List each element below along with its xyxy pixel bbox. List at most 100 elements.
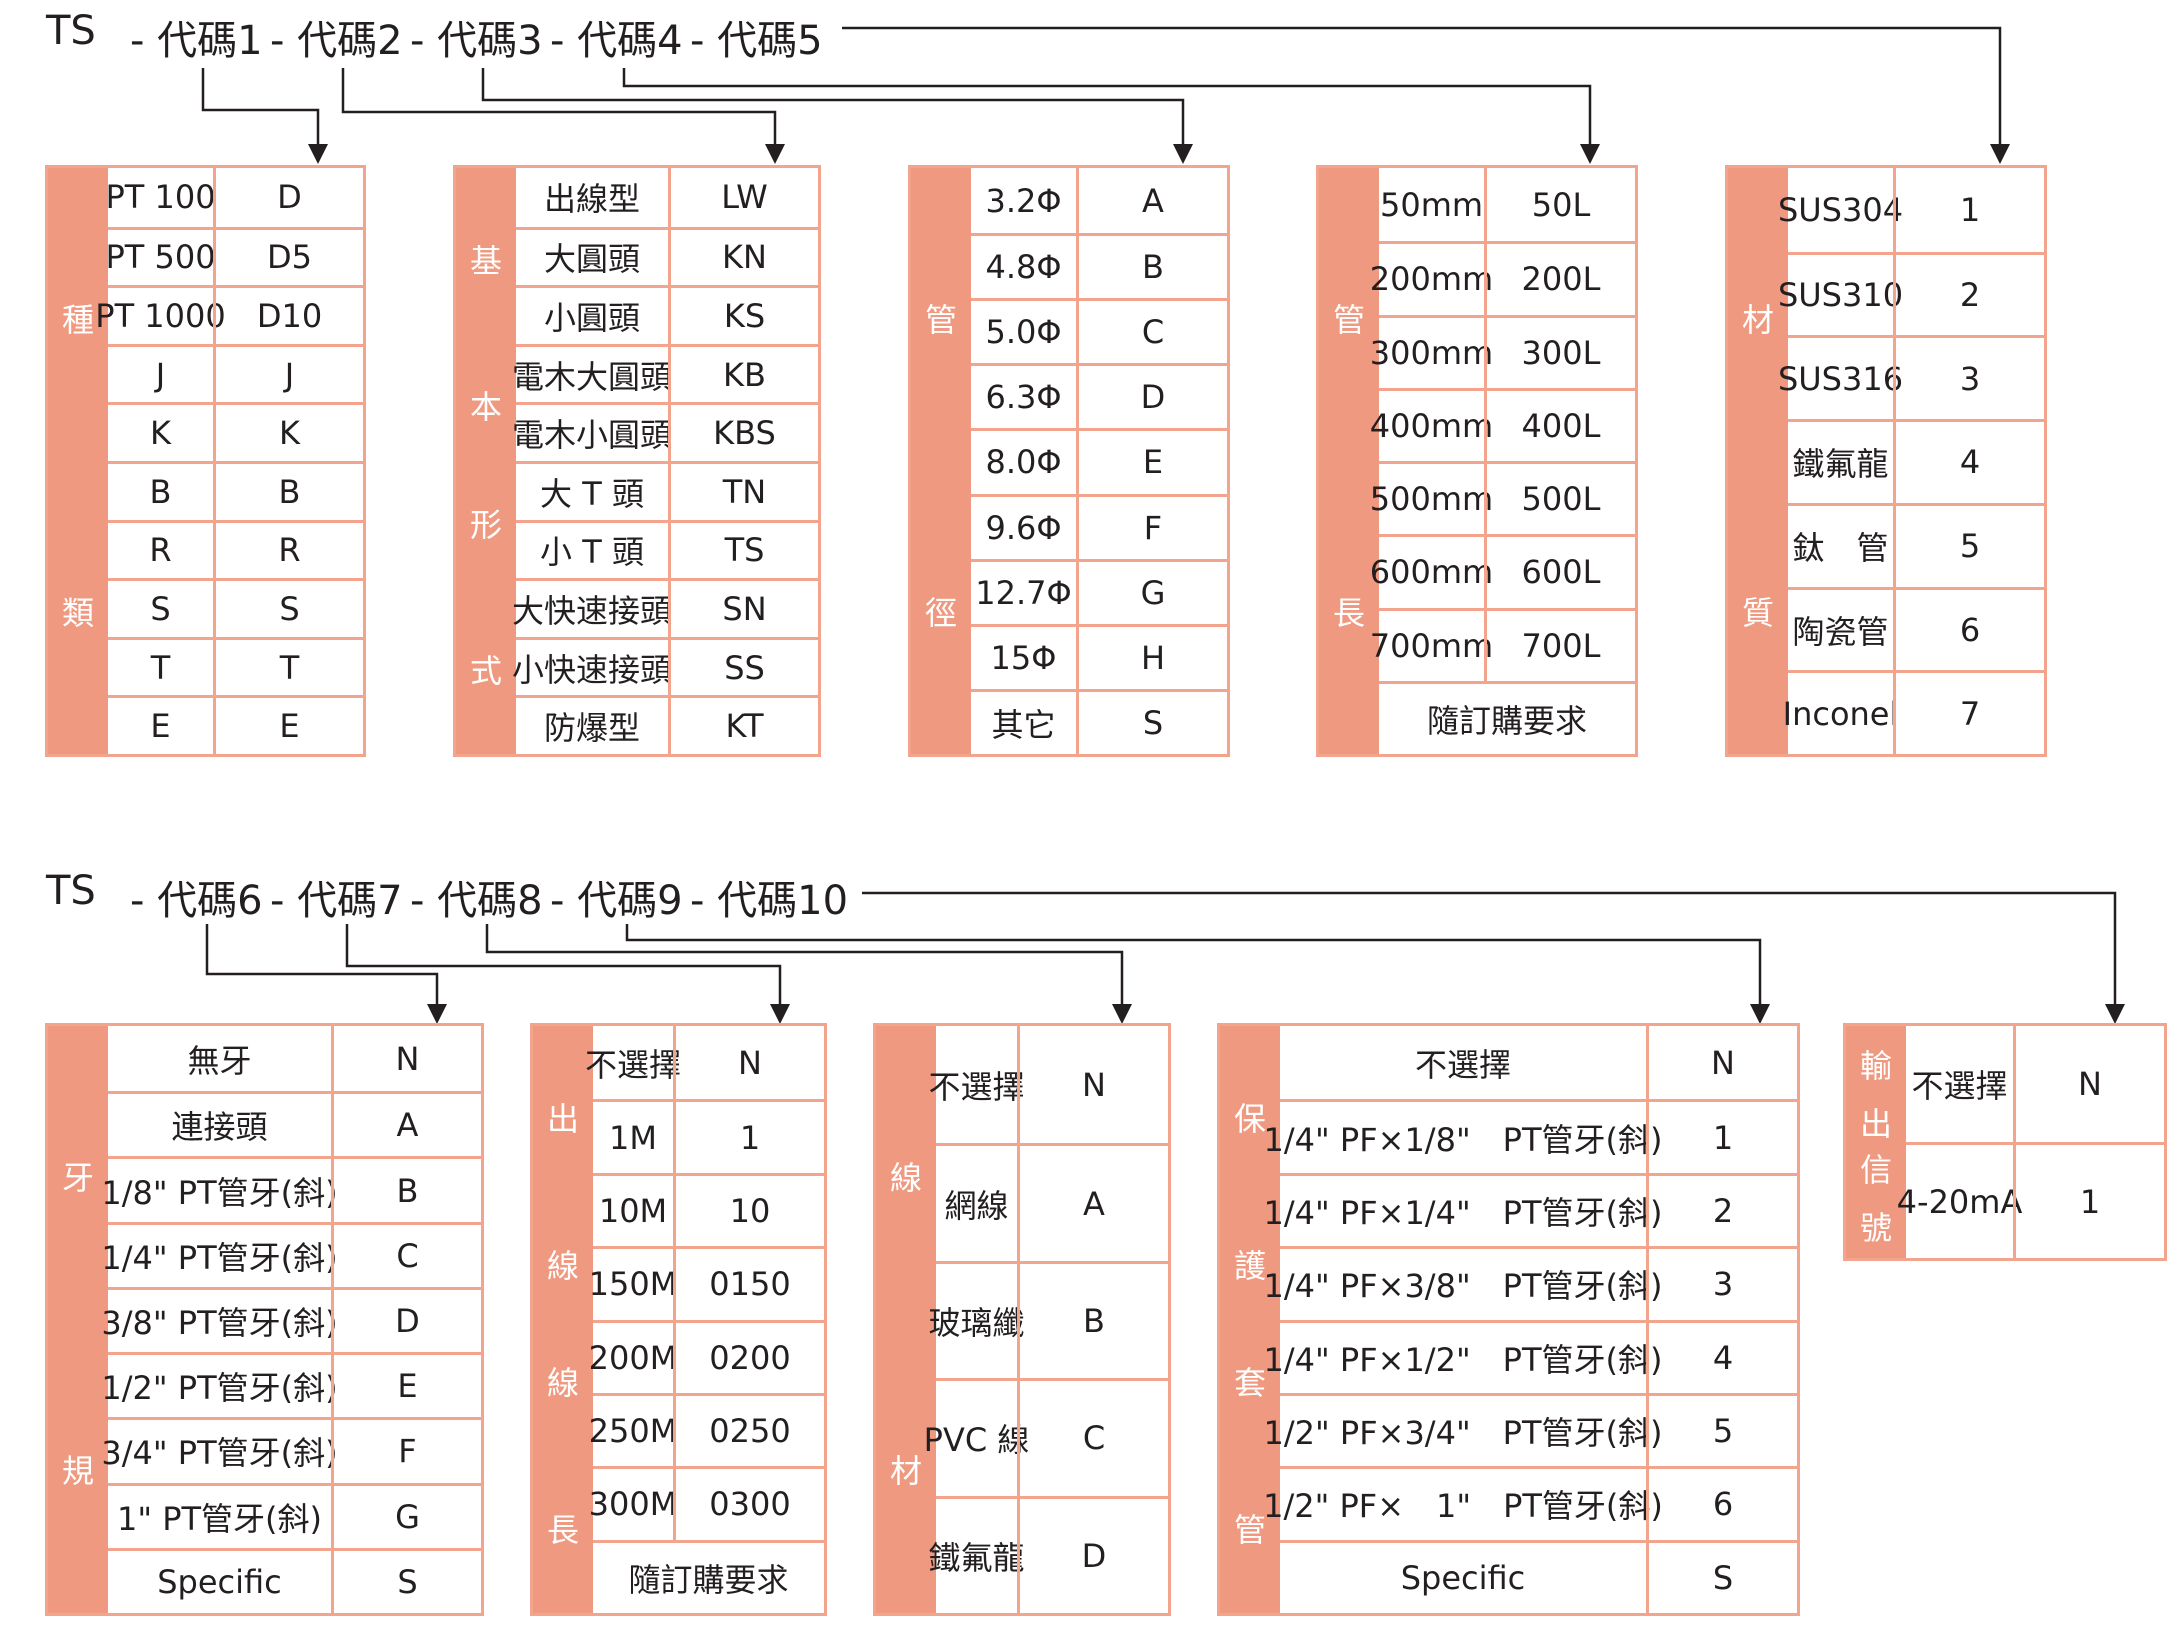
option-code: KT [668,698,818,754]
option-code: F [1076,496,1227,559]
table-row: PT 1000 D10 [95,285,363,344]
table-row: 1/4" PT管牙(斜) C [101,1221,481,1287]
table-row: 連接頭 A [108,1091,481,1157]
option-description: 1/2" PF×3/4" PT管牙(斜) [1263,1414,1663,1453]
option-code: KBS [668,405,818,461]
option-code: D [331,1289,481,1353]
table-row: 隨訂購要求 [593,1539,824,1613]
arrow-head [1112,1004,1132,1024]
arrow-head [765,144,785,164]
option-description: 連接頭 [171,1108,268,1147]
option-description: J [155,355,166,394]
table-row: 8.0Φ E [971,428,1227,494]
option-description: SUS304 [1777,190,1904,229]
option-code: N [331,1026,481,1092]
option-description: 5.0Φ [985,313,1062,352]
table-row: 200M 0200 [588,1319,824,1393]
option-description: PVC 線 [923,1421,1030,1460]
category-label-char: 管 [1233,1510,1266,1549]
category-label-char: 線 [546,1246,579,1285]
table-row: 50mm 50L [1379,168,1635,242]
option-description: 200M [588,1338,678,1377]
table-row: 不選擇 N [1906,1026,2164,1142]
option-description: 600mm [1369,553,1494,592]
table-row: 無牙 N [108,1026,481,1092]
category-label: 材質 [1728,168,1788,754]
category-label: 牙規 [48,1026,108,1613]
option-code: 300L [1484,317,1635,388]
option-code: J [213,346,363,403]
option-description: 電木小圓頭 [512,416,673,455]
option-description: S [150,589,171,628]
option-code: 3 [1893,338,2044,420]
table-row: 鐵氟龍 D [929,1495,1168,1613]
category-label-char: 線 [546,1364,579,1403]
option-code: N [1017,1026,1168,1144]
option-description: 小快速接頭 [512,650,673,689]
option-description: R [149,531,172,570]
option-code: D [213,168,363,227]
option-code: C [1076,301,1227,364]
category-label-char: 種 [61,300,94,339]
table-row: 不選擇 N [929,1026,1168,1144]
category-label: 線材 [876,1026,936,1613]
table-row: 4.8Φ B [971,233,1227,299]
category-label-char: 形 [469,505,502,544]
option-description: 不選擇 [1911,1067,2008,1105]
option-code: A [1017,1146,1168,1261]
option-code: T [213,639,363,696]
table-row: 小 T 頭 TS [516,519,818,579]
option-description: 1/2" PF× 1" PT管牙(斜) [1263,1487,1663,1526]
option-description: 500mm [1369,480,1494,519]
table-material: 材質 SUS304 1 SUS310 2 SUS316 3 鐵氟龍 4 鈦 管 5 陶瓷管 6 Incon… [1725,165,2047,757]
option-description: 小 T 頭 [540,533,644,572]
option-description: Inconel [1782,694,1899,733]
option-description: 1M [609,1118,657,1157]
table-row: Specific S [1280,1539,1797,1613]
table-row: 1/4" PF×1/2" PT管牙(斜) 4 [1264,1319,1797,1393]
option-code: 50L [1484,168,1635,242]
option-code: E [331,1355,481,1418]
option-description: 1/4" PT管牙(斜) [101,1238,338,1277]
option-description: 小圓頭 [543,298,640,337]
category-label-char: 長 [1332,593,1365,632]
table-row: 500mm 500L [1369,461,1635,535]
option-code: 1 [1893,168,2044,252]
table-row: 6.3Φ D [971,363,1227,429]
option-code: 5 [1646,1395,1797,1467]
category-label-char: 式 [469,652,502,691]
table-row: 小快速接頭 SS [512,636,818,696]
option-description: 4.8Φ [985,248,1062,287]
table-row: 隨訂購要求 [1379,680,1635,754]
option-code: K [213,405,363,461]
option-code: 3 [1646,1249,1797,1320]
table-protection-tube: 保護套管不選擇 N 1/4" PF×1/8" PT管牙(斜) 1 1/4" PF×1/4… [1217,1023,1800,1616]
option-description: 3.2Φ [985,181,1062,220]
option-description: 300mm [1369,333,1494,372]
option-description: B [149,472,172,511]
arrow-code4 [622,68,1592,150]
table-row: 1/2" PT管牙(斜) E [101,1352,481,1418]
option-description: 鐵氟龍 [1792,445,1889,484]
option-description: PT 100 [105,178,216,217]
option-description: 無牙 [187,1041,252,1080]
category-label: 保護套管 [1220,1026,1280,1613]
option-code: F [331,1420,481,1483]
option-description: 電木大圓頭 [512,357,673,396]
arrow-head [2105,1004,2125,1024]
option-code: N [673,1026,824,1100]
table-row: 陶瓷管 6 [1788,586,2044,671]
option-code: D [1017,1498,1168,1613]
option-description: 不選擇 [585,1045,682,1084]
header-segment: - 代碼9 [550,878,683,924]
arrow-code10 [862,891,2117,1010]
category-label-char: 徑 [924,593,957,632]
table-row: 400mm 400L [1370,387,1635,461]
arrow-head [1580,144,1600,164]
